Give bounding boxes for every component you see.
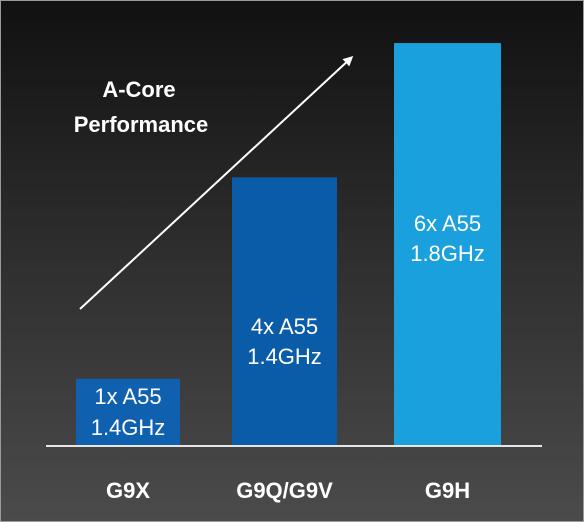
performance-arrow (79, 55, 354, 310)
annotation-line-2: Performance (74, 112, 209, 137)
bar-3-label-line-2: 1.8GHz (410, 241, 485, 266)
annotation-line-1: A-Core (102, 77, 175, 102)
bar-1-label-line-2: 1.4GHz (91, 415, 166, 440)
bar-2-label-line-1: 4x A55 (251, 314, 318, 339)
bar-1-label-line-1: 1x A55 (94, 384, 161, 409)
category-label-1: G9X (106, 478, 150, 503)
category-label-2: G9Q/G9V (236, 478, 333, 503)
bar-2 (232, 177, 337, 446)
category-label-3: G9H (425, 478, 470, 503)
bar-3-label-line-1: 6x A55 (414, 211, 481, 236)
bar-3 (394, 43, 501, 446)
bars-layer (76, 43, 501, 446)
bar-1 (76, 378, 180, 446)
bar-2-label-line-2: 1.4GHz (247, 344, 322, 369)
bar-labels-layer: 1x A55 1.4GHz 4x A55 1.4GHz 6x A55 1.8GHz (91, 211, 485, 440)
category-labels-layer: G9X G9Q/G9V G9H (106, 478, 470, 503)
